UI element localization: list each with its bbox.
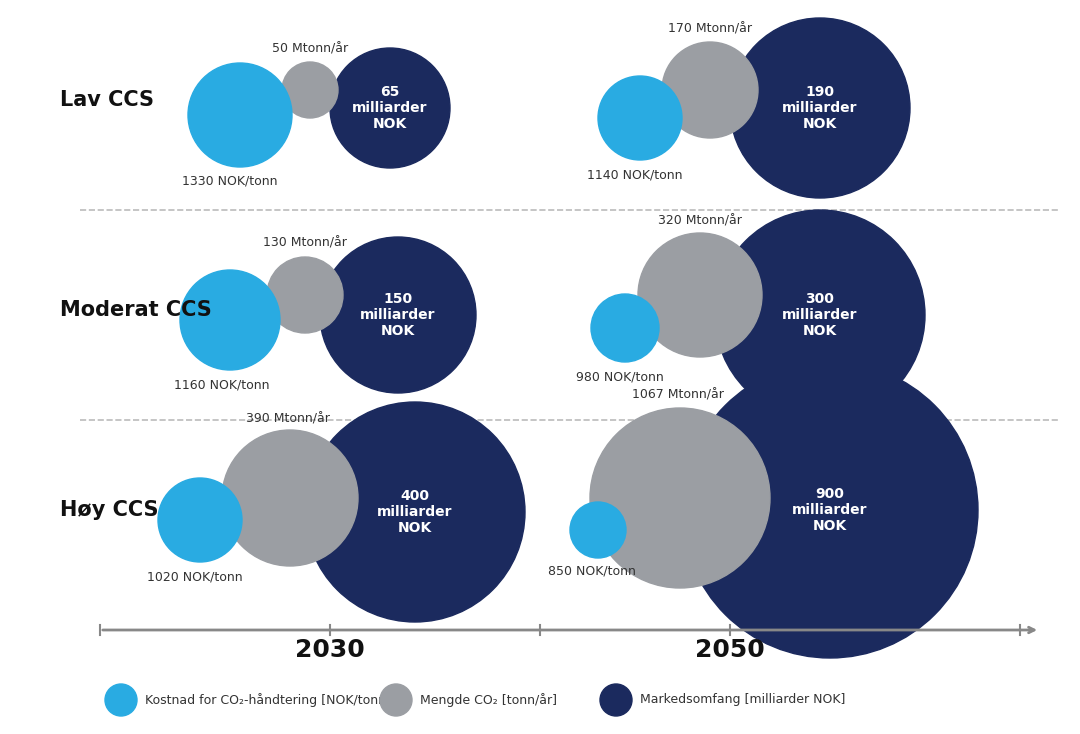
- Text: Lav CCS: Lav CCS: [60, 90, 154, 110]
- Circle shape: [267, 257, 343, 333]
- Text: Høy CCS: Høy CCS: [60, 500, 159, 520]
- Text: Moderat CCS: Moderat CCS: [60, 300, 212, 320]
- Circle shape: [158, 478, 242, 562]
- Circle shape: [600, 684, 632, 716]
- Circle shape: [591, 294, 659, 362]
- Text: 400
milliarder
NOK: 400 milliarder NOK: [377, 489, 453, 535]
- Text: 50 Mtonn/år: 50 Mtonn/år: [272, 42, 348, 55]
- Circle shape: [730, 18, 910, 198]
- Circle shape: [222, 430, 357, 566]
- Text: 130 Mtonn/år: 130 Mtonn/år: [264, 237, 347, 250]
- Text: 300
milliarder
NOK: 300 milliarder NOK: [782, 292, 858, 338]
- Circle shape: [638, 233, 762, 357]
- Text: Markedsomfang [milliarder NOK]: Markedsomfang [milliarder NOK]: [640, 694, 846, 707]
- Circle shape: [282, 62, 338, 118]
- Circle shape: [590, 408, 770, 588]
- Text: Mengde CO₂ [tonn/år]: Mengde CO₂ [tonn/år]: [420, 693, 557, 707]
- Circle shape: [380, 684, 411, 716]
- Text: 2030: 2030: [295, 638, 365, 662]
- Circle shape: [305, 402, 525, 622]
- Text: Kostnad for CO₂-håndtering [NOK/tonn]: Kostnad for CO₂-håndtering [NOK/tonn]: [145, 693, 391, 707]
- Text: 2050: 2050: [696, 638, 765, 662]
- Text: 390 Mtonn/år: 390 Mtonn/år: [246, 412, 329, 425]
- Circle shape: [320, 237, 476, 393]
- Text: 65
milliarder
NOK: 65 milliarder NOK: [352, 85, 428, 131]
- Text: 1140 NOK/tonn: 1140 NOK/tonn: [588, 168, 683, 181]
- Text: 190
milliarder
NOK: 190 milliarder NOK: [782, 85, 858, 131]
- Text: 170 Mtonn/år: 170 Mtonn/år: [669, 22, 752, 35]
- Text: 1020 NOK/tonn: 1020 NOK/tonn: [147, 570, 243, 583]
- Text: 320 Mtonn/år: 320 Mtonn/år: [658, 215, 742, 228]
- Text: 1330 NOK/tonn: 1330 NOK/tonn: [183, 175, 278, 188]
- Text: 150
milliarder
NOK: 150 milliarder NOK: [361, 292, 435, 338]
- Text: 900
milliarder
NOK: 900 milliarder NOK: [793, 487, 867, 533]
- Circle shape: [681, 362, 978, 658]
- Circle shape: [570, 502, 626, 558]
- Text: 980 NOK/tonn: 980 NOK/tonn: [576, 370, 664, 383]
- Text: 1160 NOK/tonn: 1160 NOK/tonn: [174, 378, 270, 391]
- Text: 1067 Mtonn/år: 1067 Mtonn/år: [632, 389, 724, 402]
- Circle shape: [180, 270, 280, 370]
- Circle shape: [330, 48, 450, 168]
- Circle shape: [662, 42, 758, 138]
- Circle shape: [598, 76, 681, 160]
- Text: 850 NOK/tonn: 850 NOK/tonn: [548, 565, 636, 578]
- Circle shape: [188, 63, 292, 167]
- Circle shape: [105, 684, 137, 716]
- Circle shape: [715, 210, 924, 420]
